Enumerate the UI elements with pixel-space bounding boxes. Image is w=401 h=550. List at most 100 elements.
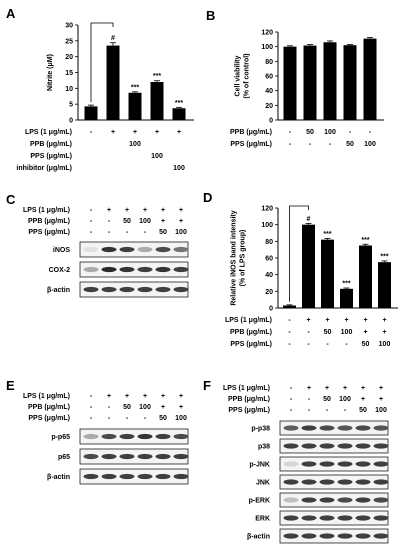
- blot-band: [355, 443, 371, 449]
- significance-label: #: [307, 216, 311, 223]
- blot-band: [373, 425, 389, 431]
- blot-band: [355, 479, 371, 485]
- chart-a: 0 5 10 15 20 25 30 Nitrite (μM) # *** *** *** LPS (1…: [16, 23, 194, 172]
- blot-band: [173, 286, 189, 293]
- blot-row-label: β-actin: [247, 534, 270, 541]
- y-axis-label: Nitrite (μM): [47, 54, 54, 91]
- condition-cell: +: [133, 129, 137, 136]
- condition-cell: -: [326, 407, 329, 414]
- blot-row-label: β-actin: [47, 287, 70, 294]
- blot-band: [355, 533, 371, 539]
- blot-band: [301, 533, 317, 539]
- condition-cell: +: [363, 329, 367, 336]
- condition-cell: +: [143, 207, 147, 214]
- condition-cell: -: [144, 229, 147, 236]
- significance-label: ***: [380, 253, 388, 260]
- y-tick-label: 0: [69, 118, 73, 125]
- blot-band: [283, 461, 299, 467]
- blot-band: [137, 286, 153, 293]
- panel-label-a: A: [6, 6, 16, 21]
- blot-band: [373, 479, 389, 485]
- panel-label-f: F: [203, 378, 211, 393]
- condition-cell: -: [288, 341, 291, 348]
- blot-row-label: β-actin: [47, 474, 70, 481]
- blot-band: [101, 473, 117, 480]
- condition-cell: +: [379, 385, 383, 392]
- condition-cell: +: [361, 385, 365, 392]
- condition-cell: -: [90, 393, 93, 400]
- blot-band: [137, 473, 153, 480]
- bar: [302, 224, 315, 308]
- condition-cell: -: [126, 415, 129, 422]
- condition-cell: +: [161, 218, 165, 225]
- blot-band: [355, 425, 371, 431]
- blot-band: [101, 453, 117, 460]
- chart-d: 0 20 40 60 80 100 120 Relative iNOS band intens…: [225, 206, 398, 348]
- blot-band: [137, 266, 153, 273]
- blot-band: [101, 433, 117, 440]
- blot-band: [319, 479, 335, 485]
- bar: [106, 45, 120, 121]
- condition-label: LPS (1 μg/mL): [23, 393, 70, 400]
- y-tick-label: 10: [65, 86, 73, 93]
- condition-cell: +: [382, 317, 386, 324]
- blot-row-label: p-p65: [51, 434, 70, 441]
- condition-cell: -: [144, 415, 147, 422]
- condition-label: LPS (1 μg/mL): [225, 317, 272, 324]
- bar: [283, 305, 296, 308]
- blot-band: [283, 443, 299, 449]
- blot-row-label: COX-2: [49, 267, 71, 274]
- significance-label: #: [111, 35, 115, 42]
- condition-cell: +: [325, 385, 329, 392]
- y-tick-label: 0: [269, 118, 273, 125]
- condition-cell: -: [290, 407, 293, 414]
- blot-band: [337, 425, 353, 431]
- condition-cell: 100: [139, 404, 151, 411]
- y-tick-label: 15: [65, 70, 73, 77]
- blot-band: [319, 515, 335, 521]
- y-tick-label: 40: [265, 88, 273, 95]
- blot-band: [337, 443, 353, 449]
- condition-cell: +: [179, 393, 183, 400]
- condition-cell: -: [90, 404, 93, 411]
- blot-f: LPS (1 μg/mL) - + + + + + PPB (μg/mL) - - 50 100 + + P…: [223, 385, 389, 544]
- condition-cell: +: [343, 385, 347, 392]
- condition-cell: -: [90, 218, 93, 225]
- condition-cell: 50: [324, 329, 332, 336]
- bar: [283, 46, 297, 120]
- condition-cell: +: [307, 385, 311, 392]
- condition-cell: +: [382, 329, 386, 336]
- condition-cell: 50: [123, 218, 131, 225]
- condition-cell: -: [329, 141, 332, 148]
- condition-cell: 100: [175, 229, 187, 236]
- bar: [363, 38, 377, 120]
- condition-label: PPB (μg/mL): [230, 329, 272, 336]
- blot-band: [301, 425, 317, 431]
- blot-band: [283, 479, 299, 485]
- blot-band: [319, 497, 335, 503]
- condition-cell: +: [107, 393, 111, 400]
- condition-cell: -: [344, 407, 347, 414]
- blot-band: [283, 533, 299, 539]
- blot-band: [373, 497, 389, 503]
- blot-row-label: ERK: [255, 516, 270, 523]
- condition-cell: 50: [323, 396, 331, 403]
- blot-band: [301, 443, 317, 449]
- significance-label: ***: [131, 84, 139, 91]
- condition-cell: +: [379, 396, 383, 403]
- condition-cell: 100: [375, 407, 387, 414]
- blot-row-label: p-p38: [251, 426, 270, 433]
- blot-band: [319, 461, 335, 467]
- blot-band: [173, 246, 189, 253]
- blot-band: [283, 425, 299, 431]
- condition-label: PPS (μg/mL): [228, 407, 270, 414]
- condition-cell: 100: [129, 141, 141, 148]
- condition-cell: 100: [151, 153, 163, 160]
- condition-cell: 100: [139, 218, 151, 225]
- blot-band: [355, 461, 371, 467]
- condition-cell: -: [90, 415, 93, 422]
- bar: [303, 45, 317, 120]
- condition-cell: +: [177, 129, 181, 136]
- bar: [340, 288, 353, 308]
- bar: [150, 82, 164, 120]
